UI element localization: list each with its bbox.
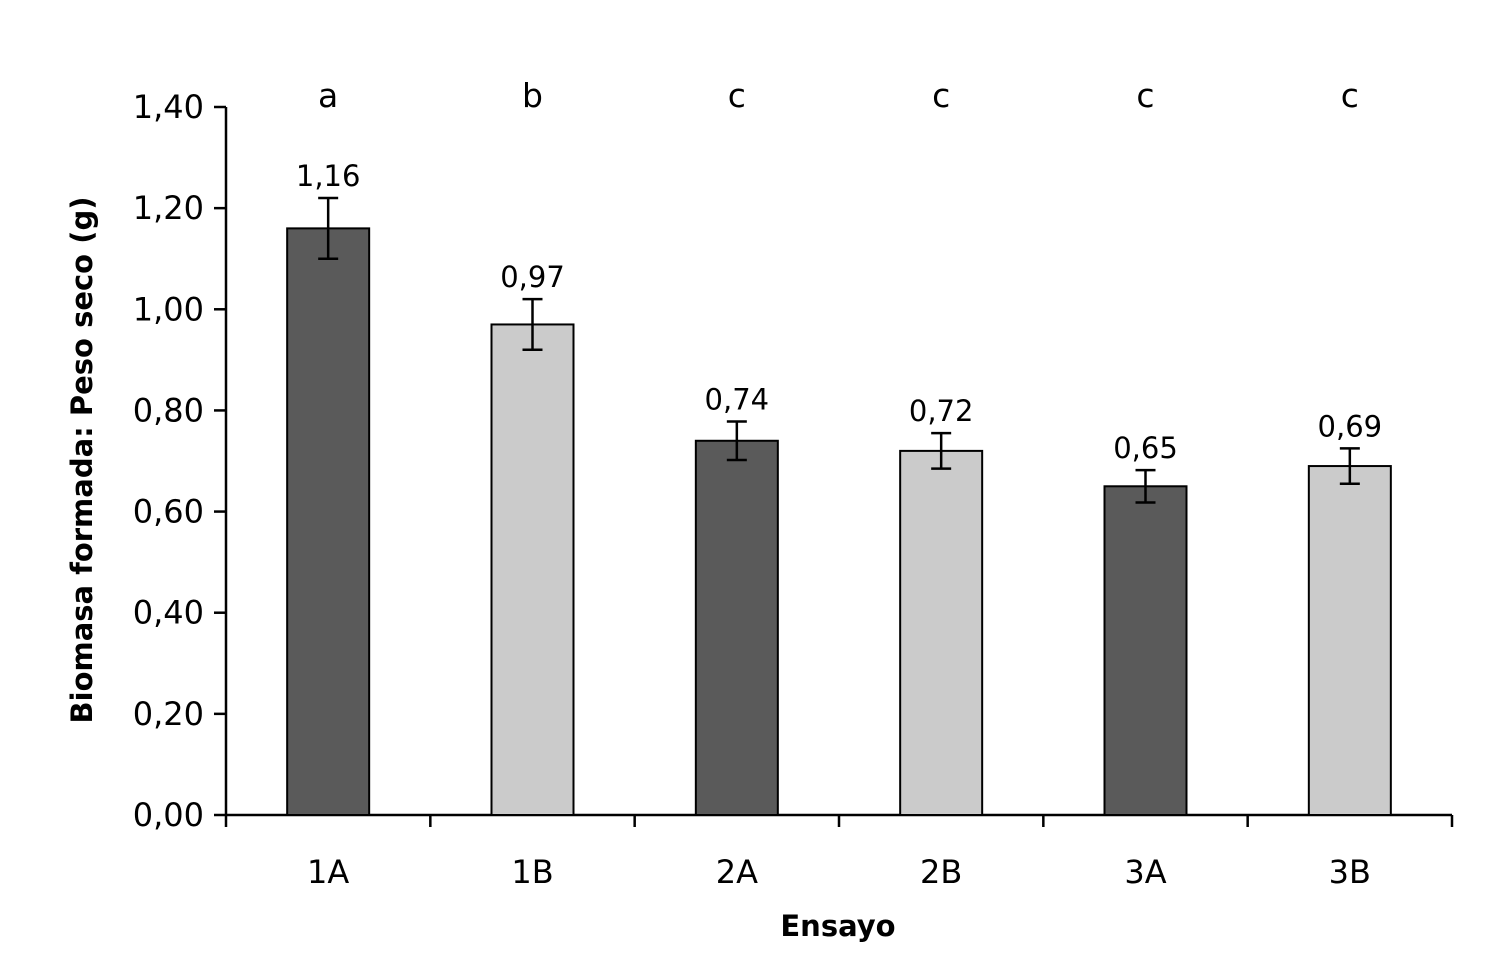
significance-letter: a bbox=[318, 76, 338, 115]
bar bbox=[1103, 485, 1188, 816]
bar bbox=[286, 227, 371, 817]
y-axis-title: Biomasa formada: Peso seco (g) bbox=[65, 197, 99, 724]
value-labels: 1,16 0,97 0,74 0,72 0,65 0,69 bbox=[296, 159, 1382, 465]
significance-letter: b bbox=[522, 76, 543, 115]
error-bars bbox=[318, 196, 1360, 504]
bar bbox=[694, 439, 779, 816]
bar bbox=[1307, 465, 1392, 816]
x-tick-label: 3B bbox=[1329, 853, 1371, 891]
y-tick-label: 0,80 bbox=[133, 391, 204, 429]
y-tick-label: 0,00 bbox=[133, 796, 204, 834]
y-tick-label: 0,60 bbox=[133, 493, 204, 531]
data-label: 0,72 bbox=[909, 394, 974, 428]
x-tick-label: 1A bbox=[307, 853, 349, 891]
significance-letter: c bbox=[1341, 76, 1359, 115]
data-label: 0,65 bbox=[1113, 431, 1178, 465]
significance-letter: c bbox=[1136, 76, 1154, 115]
significance-letter: c bbox=[932, 76, 950, 115]
y-tick-label: 1,20 bbox=[133, 189, 204, 227]
x-tick-label: 1B bbox=[511, 853, 553, 891]
bar bbox=[899, 449, 984, 816]
y-tick-label: 1,00 bbox=[133, 290, 204, 328]
significance-letter: c bbox=[728, 76, 746, 115]
y-tick-label: 0,40 bbox=[133, 594, 204, 632]
x-axis-title: Ensayo bbox=[780, 909, 895, 943]
x-tick-label: 2A bbox=[716, 853, 758, 891]
data-label: 0,97 bbox=[500, 260, 565, 294]
y-axis: 0,00 0,20 0,40 0,60 0,80 1,00 1,20 1,40 bbox=[133, 88, 228, 834]
x-tick-label: 3A bbox=[1124, 853, 1166, 891]
data-label: 1,16 bbox=[296, 159, 361, 193]
x-axis: 1A 1B 2A 2B 3A 3B bbox=[224, 813, 1454, 891]
data-label: 0,74 bbox=[705, 383, 770, 417]
y-tick-label: 0,20 bbox=[133, 695, 204, 733]
bars bbox=[286, 227, 1392, 817]
y-tick-label: 1,40 bbox=[133, 88, 204, 126]
x-tick-label: 2B bbox=[920, 853, 962, 891]
bar bbox=[490, 323, 575, 816]
data-label: 0,69 bbox=[1318, 409, 1383, 443]
